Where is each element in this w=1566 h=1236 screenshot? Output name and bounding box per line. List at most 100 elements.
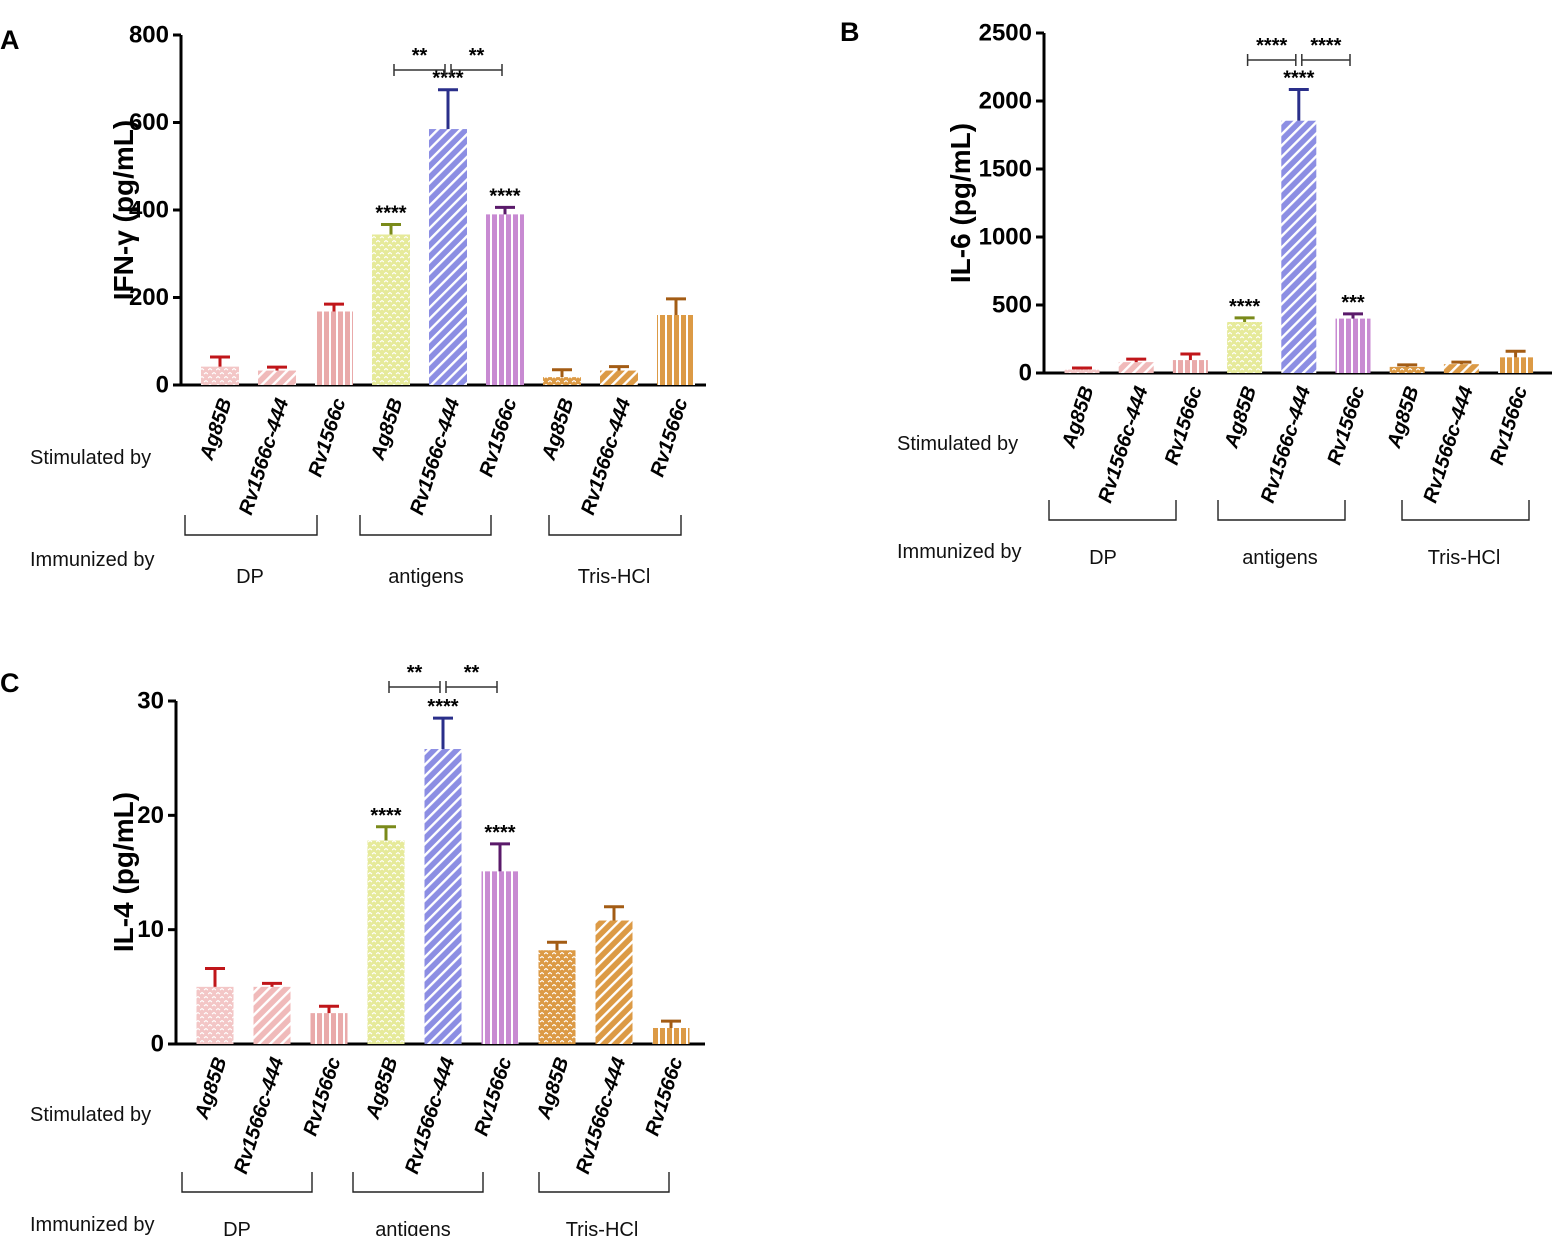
y-tick-label: 10 (137, 916, 164, 943)
bar (253, 986, 291, 1044)
y-tick-label: 0 (156, 372, 169, 399)
x-tick-label: Rv1566c-444 (1257, 384, 1315, 506)
significance-label: **** (484, 822, 515, 844)
y-axis-label: IFN-γ (pg/mL) (108, 120, 139, 300)
x-tick-label: Rv1566c-444 (401, 1055, 459, 1177)
group-bracket (1048, 500, 1177, 521)
immunized-by-label: Immunized by (897, 541, 1022, 563)
bar (315, 311, 353, 385)
comparison-label: ** (469, 45, 485, 67)
significance-label: **** (427, 696, 458, 718)
bar (1172, 360, 1208, 373)
y-tick-label: 30 (137, 688, 164, 715)
group-bracket (548, 515, 682, 536)
x-tick-label: Ag85B (533, 1055, 574, 1123)
x-tick-label: Ag85B (196, 396, 237, 464)
bar (429, 129, 467, 385)
x-tick-label: Rv1566c-444 (230, 1055, 288, 1177)
bar (1281, 120, 1317, 373)
comparison-bracket (445, 681, 498, 693)
y-tick-label: 2000 (979, 88, 1032, 115)
bar (652, 1027, 690, 1044)
significance-label: *** (1341, 292, 1365, 314)
y-tick-label: 800 (129, 22, 169, 49)
x-tick-label: Rv1566c-444 (406, 396, 464, 518)
comparison-label: ** (464, 662, 480, 684)
bar (538, 950, 576, 1044)
x-tick-label: Rv1566c (1323, 384, 1369, 468)
x-tick-label: Rv1566c-444 (1094, 384, 1152, 506)
group-label: antigens (375, 1219, 451, 1236)
group-label: DP (223, 1219, 251, 1236)
group-bracket (538, 1172, 670, 1193)
bar (310, 1013, 348, 1044)
x-tick-label: Ag85B (1220, 384, 1261, 452)
x-tick-label: Ag85B (191, 1055, 232, 1123)
x-tick-label: Ag85B (362, 1055, 403, 1123)
comparison-bracket (450, 64, 503, 76)
x-tick-label: Rv1566c-444 (577, 396, 635, 518)
y-tick-label: 400 (129, 197, 169, 224)
bar (1389, 366, 1425, 373)
group-bracket (184, 515, 318, 536)
bar (424, 749, 462, 1044)
x-tick-label: Rv1566c-444 (1419, 384, 1477, 506)
bar (372, 234, 410, 385)
comparison-bracket (388, 681, 441, 693)
x-tick-label: Rv1566c (1161, 384, 1207, 468)
comparison-bracket (1246, 54, 1297, 66)
y-tick-label: 1500 (979, 156, 1032, 183)
x-tick-label: Ag85B (1383, 384, 1424, 452)
y-tick-label: 0 (1019, 360, 1032, 387)
bar (367, 840, 405, 1044)
x-tick-label: Rv1566c (475, 396, 521, 480)
y-tick-label: 600 (129, 109, 169, 136)
comparison-label: ** (407, 662, 423, 684)
bar (1335, 318, 1371, 373)
x-tick-label: Rv1566c (299, 1055, 345, 1139)
panel-b: BIL-6 (pg/mL)05001000150020002500Ag85BRv… (840, 17, 1552, 569)
y-tick-label: 2500 (979, 20, 1032, 47)
group-label: Tris-HCl (1428, 547, 1501, 569)
group-label: DP (236, 566, 264, 588)
x-tick-label: Ag85B (367, 396, 408, 464)
comparison-label: **** (1256, 35, 1287, 57)
significance-label: **** (375, 202, 406, 224)
bar (600, 370, 638, 385)
x-tick-label: Ag85B (1058, 384, 1099, 452)
panel-letter: A (0, 25, 20, 55)
stimulated-by-label: Stimulated by (30, 1104, 151, 1126)
significance-label: **** (1229, 296, 1260, 318)
y-tick-label: 1000 (979, 224, 1032, 251)
bar (543, 377, 581, 385)
x-tick-label: Rv1566c-444 (235, 396, 293, 518)
comparison-label: ** (412, 45, 428, 67)
bar (1443, 364, 1479, 373)
immunized-by-label: Immunized by (30, 1214, 155, 1236)
panel-letter: C (0, 668, 20, 698)
x-tick-label: Rv1566c (646, 396, 692, 480)
significance-label: **** (489, 185, 520, 207)
group-bracket (352, 1172, 484, 1193)
bar (1064, 369, 1100, 373)
y-tick-label: 200 (129, 284, 169, 311)
x-tick-label: Rv1566c (470, 1055, 516, 1139)
x-tick-label: Rv1566c-444 (572, 1055, 630, 1177)
group-label: antigens (388, 566, 464, 588)
bar (657, 315, 695, 385)
bar (201, 366, 239, 385)
x-tick-label: Rv1566c (641, 1055, 687, 1139)
group-bracket (1401, 500, 1530, 521)
group-bracket (359, 515, 492, 536)
bar (1227, 322, 1263, 373)
bar (1498, 357, 1534, 373)
bar (481, 871, 519, 1044)
bar (196, 986, 234, 1044)
group-label: Tris-HCl (578, 566, 651, 588)
bar (486, 214, 524, 385)
x-tick-label: Rv1566c (304, 396, 350, 480)
significance-label: **** (1283, 67, 1314, 89)
